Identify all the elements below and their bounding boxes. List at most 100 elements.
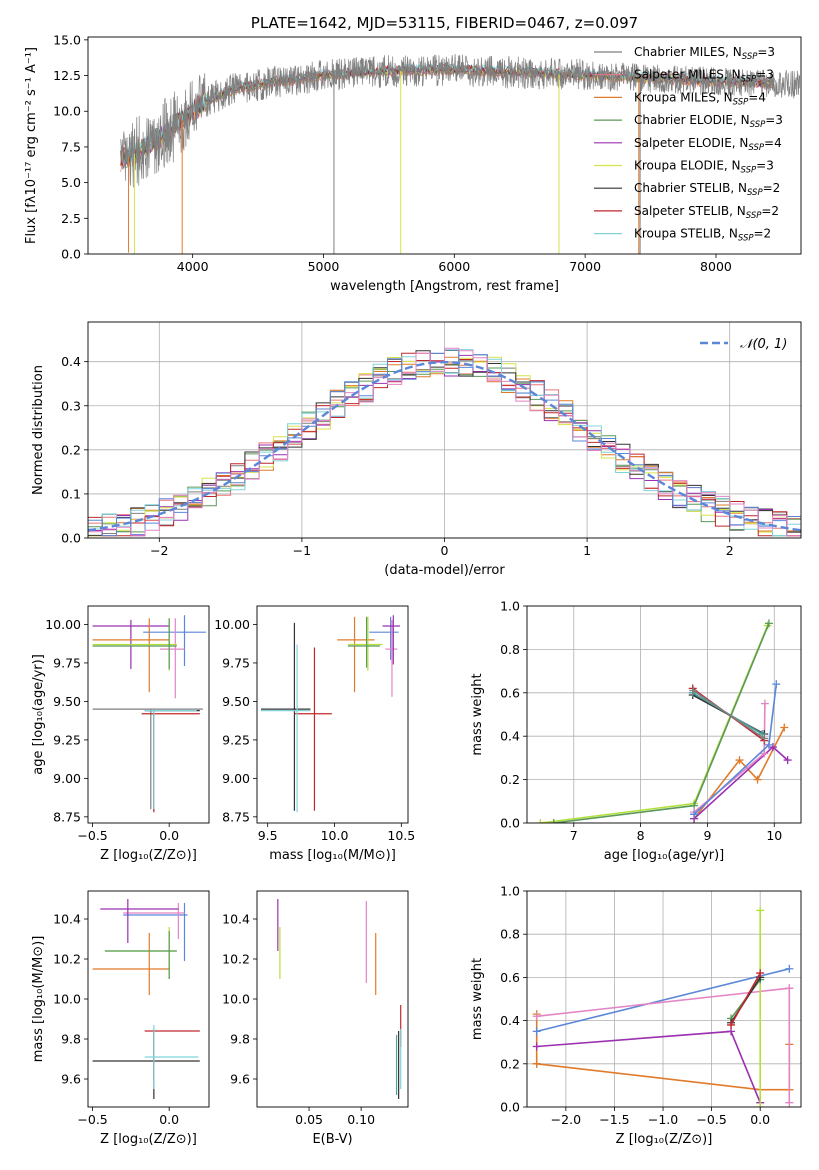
y-tick-label: 10.2 bbox=[53, 952, 81, 967]
y-axis-label: Normed distribution bbox=[31, 365, 46, 495]
weight-line bbox=[730, 972, 761, 1026]
weight-marker bbox=[735, 756, 744, 765]
legend-label: Chabrier ELODIE, N bbox=[634, 113, 750, 127]
axes-frame bbox=[526, 890, 802, 1108]
axes-frame bbox=[256, 890, 409, 1108]
plot-area bbox=[120, 53, 801, 254]
chart-title: PLATE=1642, MJD=53115, FIBERID=0467, z=0… bbox=[251, 14, 638, 32]
weight-marker bbox=[760, 734, 769, 743]
y-tick-label: 10.00 bbox=[214, 617, 250, 632]
weight-line bbox=[536, 987, 790, 1018]
legend-suffix: =3 bbox=[756, 159, 774, 173]
y-tick-label: 15.0 bbox=[53, 32, 81, 47]
x-axis-label: E(B-V) bbox=[312, 1132, 352, 1147]
legend-label: Salpeter STELIB, N bbox=[634, 204, 746, 218]
chart-age_vs_Z: −0.5 0.0 8.75 9.00 9.25 9.50 9.75 10.00 Z [log₁₀… bbox=[31, 605, 210, 863]
weight-marker bbox=[536, 819, 545, 823]
legend-subscript: SSP bbox=[750, 120, 766, 130]
x-tick-label: 6000 bbox=[438, 259, 470, 274]
y-tick-label: 0.6 bbox=[500, 685, 520, 700]
legend-label: Salpeter ELODIE, N bbox=[634, 136, 748, 150]
weight-marker bbox=[785, 964, 794, 973]
y-tick-label: 0.4 bbox=[61, 354, 81, 369]
x-tick-label: −0.5 bbox=[77, 1112, 107, 1127]
weight-line bbox=[536, 968, 790, 1033]
y-tick-label: 9.00 bbox=[53, 771, 81, 786]
weight-marker bbox=[756, 969, 765, 978]
legend-label: Chabrier MILES, N bbox=[634, 45, 742, 59]
legend-subscript: SSP bbox=[738, 234, 754, 244]
y-tick-label: 9.50 bbox=[222, 694, 250, 709]
legend-suffix: =4 bbox=[748, 90, 766, 104]
y-tick-label: 9.8 bbox=[61, 1032, 81, 1047]
weight-line bbox=[553, 623, 770, 823]
y-axis-label: Flux [fλ10⁻¹⁷ erg cm⁻² s⁻¹ A⁻¹] bbox=[24, 47, 39, 244]
y-tick-label: 9.25 bbox=[222, 732, 250, 747]
plot-area bbox=[527, 891, 801, 1107]
x-tick-label: 7000 bbox=[569, 259, 601, 274]
weight-marker bbox=[689, 686, 698, 695]
y-axis-label: mass [log₁₀(M/M⊙)] bbox=[31, 936, 46, 1063]
legend-entry: Salpeter MILES, NSSP=3 bbox=[634, 68, 774, 85]
plot-area bbox=[527, 606, 801, 823]
legend-subscript: SSP bbox=[741, 166, 757, 176]
y-tick-label: 9.8 bbox=[230, 1032, 250, 1047]
x-tick-label: 0.0 bbox=[159, 1112, 179, 1127]
x-axis-label: wavelength [Angstrom, rest frame] bbox=[330, 279, 559, 294]
weight-marker bbox=[783, 756, 792, 765]
legend-label: Kroupa STELIB, N bbox=[634, 227, 738, 241]
weight-marker bbox=[532, 1027, 541, 1036]
legend-suffix: =3 bbox=[757, 45, 775, 59]
y-tick-label: 10.0 bbox=[53, 992, 81, 1007]
chart-spectrum: 4000 5000 6000 7000 8000 0.0 2.5 5.0 7.5 10.0 12.5… bbox=[24, 14, 802, 294]
x-tick-label: 0 bbox=[441, 543, 449, 558]
weight-marker bbox=[768, 743, 777, 752]
x-axis-label: mass [log₁₀(M/M⊙)] bbox=[269, 848, 396, 863]
x-tick-label: 9.5 bbox=[258, 828, 278, 843]
weight-marker bbox=[756, 1103, 765, 1107]
x-tick-label: 0.0 bbox=[750, 1112, 770, 1127]
y-tick-label: 1.0 bbox=[500, 884, 520, 899]
weight-marker bbox=[690, 810, 699, 819]
y-tick-label: 0.8 bbox=[500, 927, 520, 942]
legend-entry: Salpeter ELODIE, NSSP=4 bbox=[634, 136, 782, 153]
x-tick-label: 0.05 bbox=[295, 1112, 323, 1127]
y-tick-label: 9.25 bbox=[53, 732, 81, 747]
legend-suffix: =2 bbox=[763, 181, 781, 195]
weight-marker bbox=[785, 984, 794, 993]
x-tick-label: −1.5 bbox=[599, 1112, 629, 1127]
legend-entry: Chabrier MILES, NSSP=3 bbox=[634, 45, 775, 62]
legend-suffix: =3 bbox=[765, 113, 783, 127]
y-tick-label: 0.0 bbox=[61, 531, 81, 546]
y-tick-label: 0.2 bbox=[500, 1056, 520, 1071]
weight-marker bbox=[532, 1042, 541, 1051]
legend-suffix: =3 bbox=[756, 68, 774, 82]
y-tick-label: 9.00 bbox=[222, 771, 250, 786]
legend-label: Salpeter MILES, N bbox=[634, 68, 741, 82]
plot-area bbox=[92, 899, 200, 1099]
y-tick-label: 0.0 bbox=[500, 816, 520, 831]
legend-subscript: SSP bbox=[746, 211, 762, 221]
x-tick-label: 8 bbox=[637, 828, 645, 843]
legend-suffix: =2 bbox=[761, 204, 779, 218]
x-tick-label: 4000 bbox=[177, 259, 209, 274]
x-tick-label: 10.0 bbox=[321, 828, 349, 843]
chart-mass_vs_Z: −0.5 0.0 9.6 9.8 10.0 10.2 10.4 Z [log₁₀(Z/Z⊙)]… bbox=[31, 890, 210, 1147]
weight-marker bbox=[756, 906, 765, 915]
legend-subscript: SSP bbox=[742, 52, 758, 62]
legend-entry: Kroupa STELIB, NSSP=2 bbox=[634, 227, 771, 244]
chart-weight_vs_age: 7 8 9 10 0.0 0.2 0.4 0.6 0.8 1.0 age [log₁₀(age/yr… bbox=[470, 599, 802, 863]
y-tick-label: 0.2 bbox=[61, 442, 81, 457]
plot-area bbox=[92, 615, 206, 813]
y-axis-label: mass weight bbox=[470, 673, 485, 755]
legend-entry: Kroupa MILES, NSSP=4 bbox=[634, 90, 766, 107]
x-tick-label: 8000 bbox=[700, 259, 732, 274]
axes-frame bbox=[256, 605, 409, 824]
plot-area bbox=[277, 899, 402, 1099]
observed-spectrum-line bbox=[120, 53, 801, 188]
y-tick-label: 9.75 bbox=[222, 655, 250, 670]
axes-frame bbox=[87, 321, 802, 539]
weight-marker bbox=[532, 1059, 541, 1068]
y-tick-label: 1.0 bbox=[500, 599, 520, 614]
y-tick-label: 0.4 bbox=[500, 1013, 520, 1028]
